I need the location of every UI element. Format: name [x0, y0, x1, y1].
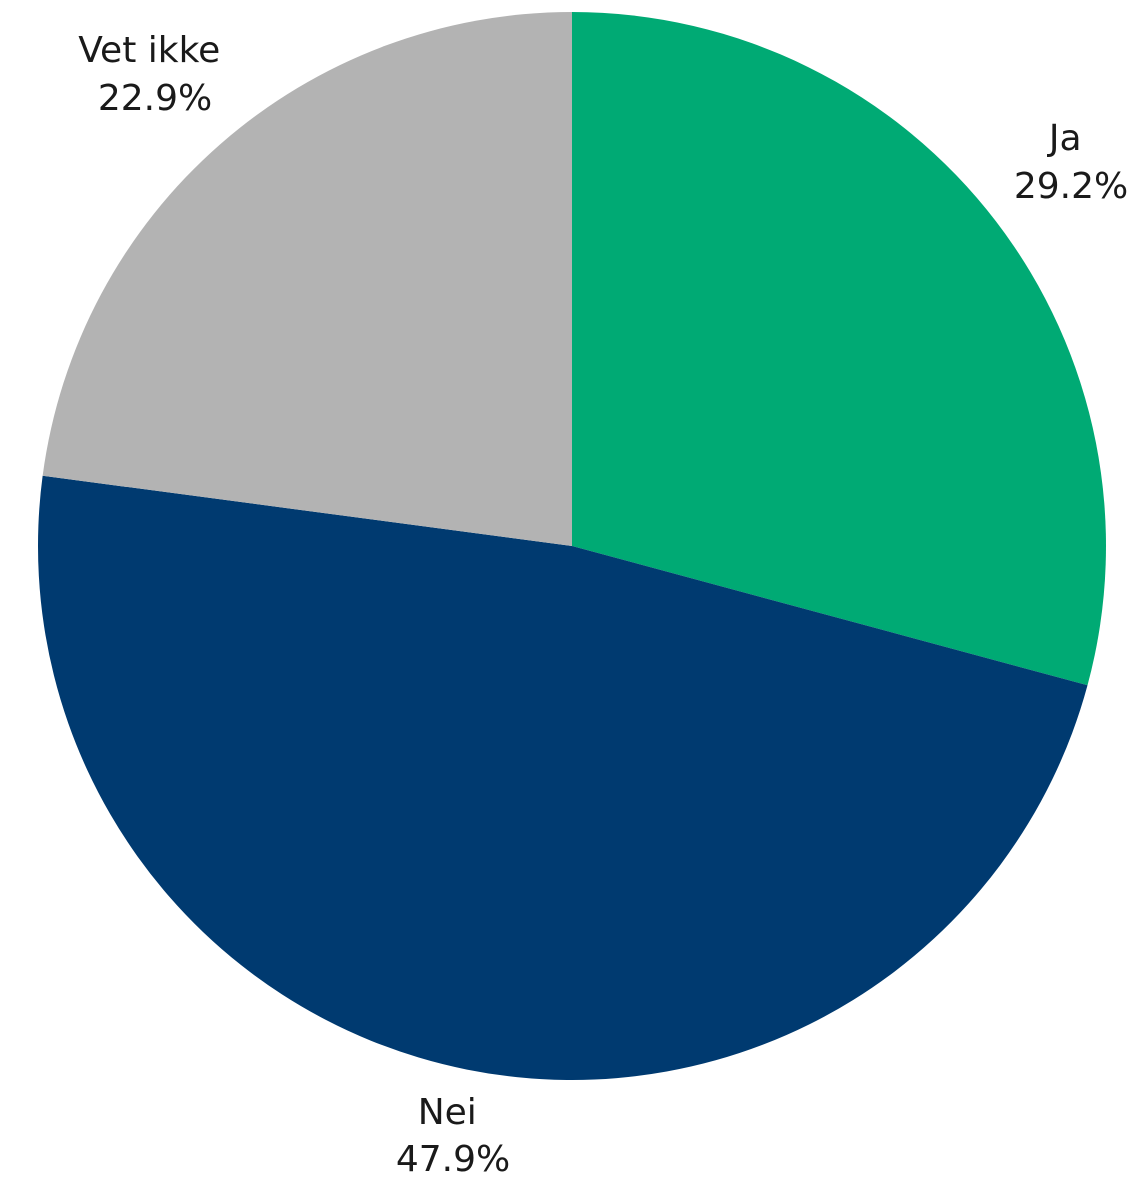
pie-slices: [37, 12, 1106, 1080]
pie-slice-nei: [37, 475, 1088, 1080]
slice-name-vet-ikke: Vet ikke: [78, 30, 220, 71]
slice-value-ja: 29.2%: [1014, 166, 1128, 207]
pie-slice-vet-ikke: [42, 12, 572, 546]
slice-label-ja: Ja 29.2%: [1014, 118, 1128, 207]
pie-slice-ja: [572, 12, 1106, 686]
pie-labels: Ja 29.2% Nei 47.9% Vet ikke 22.9%: [78, 30, 1128, 1180]
slice-label-vet-ikke: Vet ikke 22.9%: [78, 30, 232, 119]
slice-label-nei: Nei 47.9%: [396, 1092, 510, 1180]
slice-value-nei: 47.9%: [396, 1139, 510, 1180]
slice-value-vet-ikke: 22.9%: [98, 78, 212, 119]
slice-name-nei: Nei: [418, 1092, 477, 1133]
slice-name-ja: Ja: [1047, 118, 1082, 159]
